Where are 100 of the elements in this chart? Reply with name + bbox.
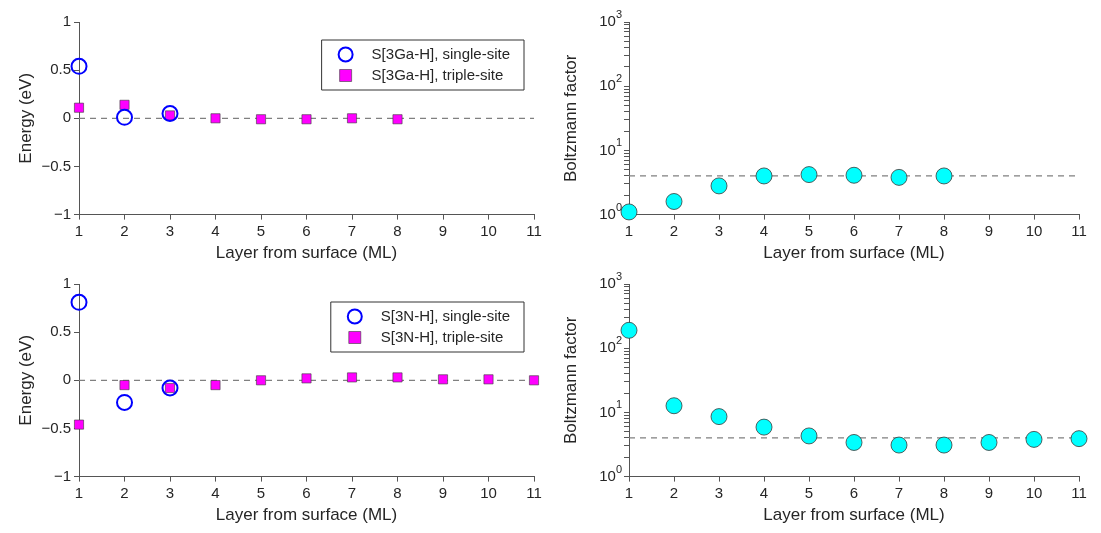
point — [70, 293, 88, 311]
point — [890, 168, 908, 186]
point — [119, 99, 130, 110]
x-tick-label: 3 — [714, 483, 724, 501]
x-tick-label: 5 — [256, 483, 266, 501]
point — [935, 167, 953, 185]
x-tick-label: 8 — [939, 221, 949, 239]
y-tick-label: 0 — [62, 108, 72, 126]
point — [845, 166, 863, 184]
y-tick-label: 1 — [62, 12, 72, 30]
x-tick-label: 2 — [669, 221, 679, 239]
x-tick-label: 2 — [120, 483, 129, 501]
legend-label: S[3Ga-H], triple-site — [371, 65, 504, 83]
x-tick-label: 9 — [984, 483, 994, 501]
x-axis-title: Layer from surface (ML) — [763, 243, 945, 263]
x-tick-label: 10 — [1025, 483, 1043, 501]
point — [301, 373, 312, 384]
point — [70, 57, 88, 75]
x-tick-label: 8 — [393, 221, 402, 239]
point — [256, 114, 266, 125]
x-tick-label: 7 — [347, 483, 357, 501]
point — [116, 393, 134, 411]
y-tick-label: −0.5 — [41, 156, 72, 174]
point — [74, 102, 84, 113]
y-tick-label: −1 — [53, 466, 72, 484]
point — [119, 380, 130, 391]
point — [665, 193, 683, 210]
x-tick-label: 1 — [624, 483, 634, 501]
x-tick-label: 1 — [74, 221, 84, 239]
x-tick-label: 7 — [347, 221, 357, 239]
x-tick-label: 6 — [849, 221, 859, 239]
legend-label: S[3Ga-H], single-site — [371, 44, 511, 62]
point — [755, 418, 773, 436]
point — [347, 113, 357, 124]
x-tick-label: 2 — [669, 483, 679, 501]
x-tick-label: 6 — [302, 221, 311, 239]
point — [392, 114, 403, 125]
x-tick-label: 3 — [714, 221, 724, 239]
y-tick-label: 0.5 — [50, 322, 72, 340]
x-tick-label: 5 — [804, 483, 814, 501]
x-tick-label: 11 — [526, 221, 542, 239]
y-axis-title: Energy (eV) — [15, 334, 35, 426]
point — [256, 375, 266, 386]
point — [890, 436, 908, 454]
x-tick-label: 11 — [1071, 483, 1087, 501]
point — [483, 374, 494, 385]
x-tick-label: 10 — [480, 483, 497, 501]
point — [1025, 430, 1043, 448]
legend-label: S[3N-H], single-site — [380, 306, 511, 324]
y-tick-label: 1 — [62, 274, 72, 292]
point — [392, 372, 403, 383]
y-tick-label: 0 — [62, 370, 72, 388]
point — [935, 436, 953, 454]
x-tick-label: 11 — [1071, 221, 1087, 239]
x-tick-label: 7 — [894, 221, 904, 239]
x-tick-label: 4 — [759, 483, 769, 501]
x-tick-label: 1 — [624, 221, 634, 239]
legend-label: S[3N-H], triple-site — [380, 327, 504, 345]
x-tick-label: 9 — [984, 221, 994, 239]
point — [161, 379, 179, 397]
point — [438, 374, 448, 385]
y-axis-title: Boltzmann factor — [560, 54, 580, 183]
point — [710, 177, 728, 195]
x-tick-label: 11 — [526, 483, 542, 501]
point — [800, 427, 818, 445]
x-tick-label: 8 — [939, 483, 949, 501]
x-tick-label: 8 — [393, 483, 402, 501]
point — [665, 397, 683, 415]
x-tick-label: 3 — [165, 221, 175, 239]
y-axis-title: Boltzmann factor — [560, 316, 580, 445]
x-tick-label: 5 — [256, 221, 266, 239]
x-tick-label: 2 — [120, 221, 129, 239]
x-tick-label: 6 — [302, 483, 311, 501]
point — [845, 434, 863, 451]
point — [210, 113, 221, 124]
point — [347, 372, 357, 383]
x-tick-label: 7 — [894, 483, 904, 501]
point — [161, 104, 179, 122]
x-tick-label: 1 — [74, 483, 84, 501]
x-axis-title: Layer from surface (ML) — [215, 243, 398, 263]
x-tick-label: 4 — [759, 221, 769, 239]
point — [116, 108, 134, 126]
x-tick-label: 4 — [211, 483, 220, 501]
point — [620, 203, 638, 221]
x-tick-label: 6 — [849, 483, 859, 501]
y-axis-title: Energy (eV) — [15, 72, 35, 164]
point — [710, 408, 728, 426]
point — [301, 114, 312, 125]
point — [1070, 430, 1088, 448]
x-axis-title: Layer from surface (ML) — [215, 505, 398, 525]
point — [800, 166, 818, 183]
x-tick-label: 3 — [165, 483, 175, 501]
point — [74, 419, 84, 430]
x-axis-title: Layer from surface (ML) — [763, 505, 945, 525]
y-tick-label: −0.5 — [41, 418, 72, 436]
y-tick-label: 0.5 — [50, 60, 72, 78]
point — [529, 375, 539, 386]
point — [210, 380, 221, 391]
x-tick-label: 9 — [438, 483, 448, 501]
point — [620, 321, 638, 339]
